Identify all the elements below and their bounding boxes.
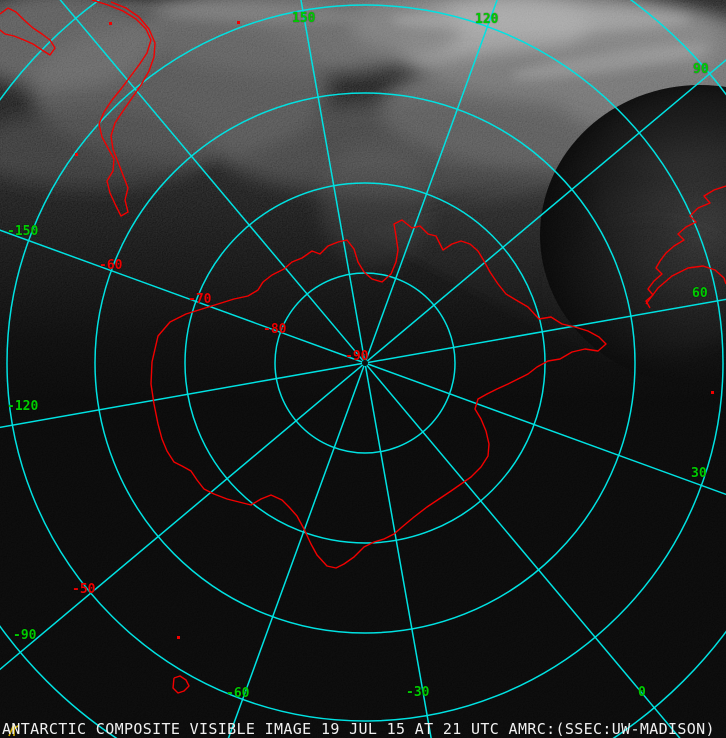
longitude-label: -30	[406, 685, 430, 700]
latitude-label: -50	[72, 582, 96, 597]
longitude-label: 90	[693, 62, 709, 77]
longitude-label: 0	[638, 685, 646, 700]
longitude-label: 150	[292, 11, 316, 26]
longitude-label: 120	[475, 12, 499, 27]
longitude-label: 60	[692, 286, 708, 301]
station-marker	[8, 723, 20, 737]
longitude-label: 30	[691, 466, 707, 481]
latitude-label: -80	[263, 322, 287, 337]
island-arc-coastline	[645, 185, 726, 309]
longitude-label: -90	[13, 628, 37, 643]
antarctica-coastline	[150, 219, 607, 569]
coastlines	[0, 0, 726, 694]
new-zealand-coastline	[91, 0, 156, 217]
longitude-label: -150	[7, 224, 39, 239]
longitude-label: -120	[7, 399, 39, 414]
caption: ANTARCTIC COMPOSITE VISIBLE IMAGE 19 JUL…	[2, 720, 715, 738]
latitude-label: -60	[99, 258, 123, 273]
longitude-label: -60	[226, 686, 250, 701]
latitude-label: -90	[345, 349, 369, 364]
latitude-label: -70	[188, 292, 212, 307]
